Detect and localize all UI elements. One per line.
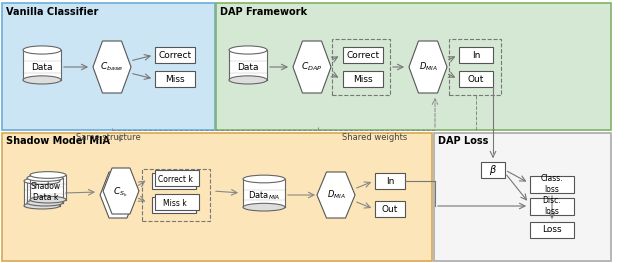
FancyBboxPatch shape	[481, 162, 505, 178]
Text: DAP Loss: DAP Loss	[438, 136, 488, 146]
Text: In: In	[386, 176, 394, 185]
Text: DAP Framework: DAP Framework	[220, 7, 307, 17]
Text: Disc.
loss: Disc. loss	[543, 196, 561, 216]
Text: Correct: Correct	[346, 50, 380, 59]
Polygon shape	[93, 41, 131, 93]
FancyBboxPatch shape	[343, 47, 383, 63]
Ellipse shape	[229, 76, 267, 84]
FancyBboxPatch shape	[343, 71, 383, 87]
Text: Correct: Correct	[159, 50, 191, 59]
Ellipse shape	[30, 172, 66, 178]
Polygon shape	[243, 179, 285, 207]
Text: $D_{MIA}$: $D_{MIA}$	[419, 61, 437, 73]
FancyBboxPatch shape	[459, 47, 493, 63]
FancyBboxPatch shape	[155, 71, 195, 87]
Text: Data: Data	[237, 63, 259, 72]
Polygon shape	[30, 175, 66, 200]
FancyBboxPatch shape	[2, 3, 215, 130]
FancyBboxPatch shape	[155, 194, 199, 210]
Text: Out: Out	[468, 74, 484, 83]
FancyBboxPatch shape	[530, 198, 574, 215]
Polygon shape	[409, 41, 447, 93]
Text: $D_{MIA}$: $D_{MIA}$	[326, 189, 346, 201]
Text: Shadow
Data k: Shadow Data k	[31, 182, 61, 202]
Text: Class.
loss: Class. loss	[541, 174, 563, 194]
Text: Shared weights: Shared weights	[342, 133, 408, 142]
FancyBboxPatch shape	[152, 173, 196, 189]
FancyBboxPatch shape	[434, 133, 611, 261]
Ellipse shape	[30, 196, 66, 203]
Text: Vanilla Classifier: Vanilla Classifier	[6, 7, 99, 17]
Polygon shape	[293, 41, 331, 93]
Polygon shape	[103, 168, 139, 214]
Ellipse shape	[27, 175, 63, 181]
Polygon shape	[24, 181, 60, 206]
FancyBboxPatch shape	[530, 222, 574, 238]
Text: $\beta$: $\beta$	[489, 163, 497, 177]
Ellipse shape	[24, 178, 60, 184]
FancyBboxPatch shape	[375, 201, 405, 217]
Polygon shape	[317, 172, 355, 218]
Ellipse shape	[23, 76, 61, 84]
Text: Out: Out	[382, 205, 398, 214]
Ellipse shape	[243, 203, 285, 211]
FancyBboxPatch shape	[459, 71, 493, 87]
FancyBboxPatch shape	[530, 175, 574, 193]
Polygon shape	[27, 178, 63, 203]
Text: Correct k: Correct k	[157, 175, 193, 185]
Text: In: In	[472, 50, 480, 59]
Ellipse shape	[27, 199, 63, 206]
Text: Shadow Model MIA: Shadow Model MIA	[6, 136, 110, 146]
Text: $C_{DAP}$: $C_{DAP}$	[301, 61, 323, 73]
Polygon shape	[100, 172, 136, 218]
FancyBboxPatch shape	[155, 170, 199, 186]
FancyBboxPatch shape	[2, 133, 432, 261]
Ellipse shape	[23, 46, 61, 54]
Ellipse shape	[229, 46, 267, 54]
Text: Miss k: Miss k	[163, 200, 187, 209]
Text: Data: Data	[31, 63, 52, 72]
Ellipse shape	[243, 175, 285, 183]
Text: Miss: Miss	[165, 74, 185, 83]
FancyBboxPatch shape	[155, 47, 195, 63]
Text: $C_{S_k}$: $C_{S_k}$	[113, 185, 127, 199]
Text: Same structure: Same structure	[76, 133, 140, 142]
FancyBboxPatch shape	[152, 197, 196, 213]
Polygon shape	[229, 50, 267, 80]
Text: Data$_{MIA}$: Data$_{MIA}$	[248, 190, 280, 202]
Polygon shape	[23, 50, 61, 80]
Text: Miss: Miss	[353, 74, 373, 83]
FancyBboxPatch shape	[216, 3, 611, 130]
FancyBboxPatch shape	[375, 173, 405, 189]
Text: Loss: Loss	[542, 225, 562, 235]
Ellipse shape	[24, 202, 60, 209]
Text: $C_{base}$: $C_{base}$	[100, 61, 124, 73]
